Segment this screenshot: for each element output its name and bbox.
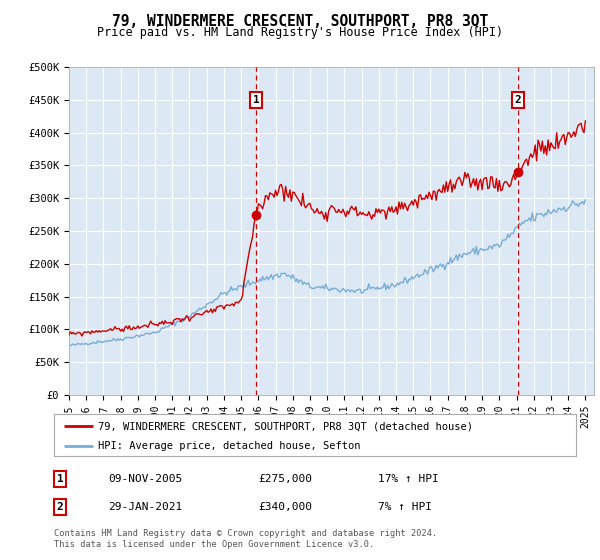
Text: £340,000: £340,000 — [258, 502, 312, 512]
Text: 79, WINDERMERE CRESCENT, SOUTHPORT, PR8 3QT (detached house): 79, WINDERMERE CRESCENT, SOUTHPORT, PR8 … — [98, 421, 473, 431]
Text: Contains HM Land Registry data © Crown copyright and database right 2024.
This d: Contains HM Land Registry data © Crown c… — [54, 529, 437, 549]
Text: 7% ↑ HPI: 7% ↑ HPI — [378, 502, 432, 512]
Text: 17% ↑ HPI: 17% ↑ HPI — [378, 474, 439, 484]
Text: 1: 1 — [253, 95, 259, 105]
Text: 1: 1 — [56, 474, 64, 484]
Text: 2: 2 — [56, 502, 64, 512]
Text: 09-NOV-2005: 09-NOV-2005 — [108, 474, 182, 484]
Text: 2: 2 — [515, 95, 521, 105]
Text: 79, WINDERMERE CRESCENT, SOUTHPORT, PR8 3QT: 79, WINDERMERE CRESCENT, SOUTHPORT, PR8 … — [112, 14, 488, 29]
Text: HPI: Average price, detached house, Sefton: HPI: Average price, detached house, Seft… — [98, 441, 361, 451]
Text: 29-JAN-2021: 29-JAN-2021 — [108, 502, 182, 512]
Text: Price paid vs. HM Land Registry's House Price Index (HPI): Price paid vs. HM Land Registry's House … — [97, 26, 503, 39]
Text: £275,000: £275,000 — [258, 474, 312, 484]
